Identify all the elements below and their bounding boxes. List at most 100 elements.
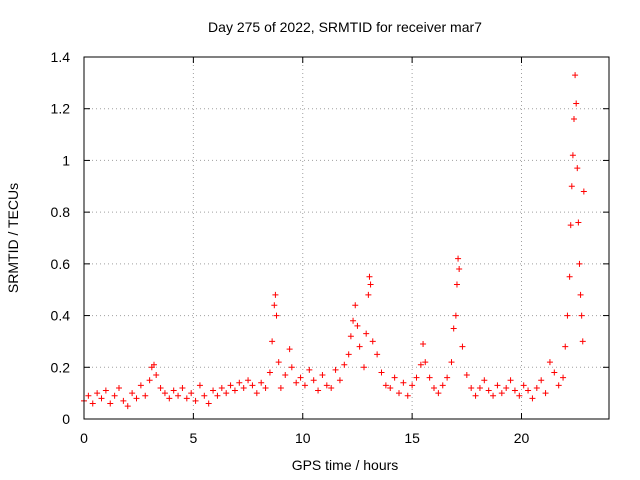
data-point	[569, 152, 576, 159]
data-point	[133, 395, 140, 402]
data-point	[347, 333, 354, 340]
data-point	[560, 374, 567, 381]
data-point	[409, 382, 416, 389]
data-point	[577, 291, 584, 298]
data-point	[396, 390, 402, 397]
data-point	[205, 400, 212, 407]
data-point	[129, 390, 136, 397]
data-point	[572, 72, 579, 79]
data-point	[356, 343, 363, 350]
data-point	[107, 400, 114, 407]
data-point	[157, 384, 164, 391]
data-point	[258, 379, 265, 386]
data-point	[571, 116, 577, 123]
data-point	[576, 260, 583, 267]
data-point	[170, 387, 177, 394]
data-point	[166, 395, 173, 402]
y-tick-label: 1.4	[51, 49, 71, 65]
data-point	[431, 384, 437, 391]
data-point	[579, 338, 586, 345]
data-point	[253, 390, 260, 397]
data-point	[345, 351, 352, 358]
x-tick-label: 10	[295, 430, 311, 446]
data-point	[271, 302, 278, 309]
data-point	[293, 379, 300, 386]
data-point	[417, 361, 424, 368]
data-point	[323, 382, 330, 389]
x-axis-label: GPS time / hours	[292, 457, 399, 473]
x-tick-label: 15	[404, 430, 420, 446]
data-point	[494, 382, 501, 389]
data-point	[435, 390, 442, 397]
data-point	[476, 384, 483, 391]
data-point	[542, 390, 549, 397]
data-point	[240, 384, 247, 391]
data-point	[404, 392, 411, 399]
data-point	[422, 359, 429, 366]
data-point	[210, 387, 217, 394]
data-point	[161, 390, 168, 397]
data-point	[507, 377, 514, 384]
data-point	[328, 384, 335, 391]
data-point	[288, 364, 295, 371]
data-point	[485, 387, 492, 394]
data-point	[400, 379, 407, 386]
data-point	[319, 372, 326, 379]
data-point	[538, 377, 545, 384]
data-point	[503, 384, 510, 391]
data-point	[272, 291, 279, 298]
data-point	[266, 369, 273, 376]
data-point	[382, 382, 389, 389]
data-point	[336, 377, 343, 384]
y-axis-label: SRMTID / TECUs	[5, 183, 21, 293]
data-point	[85, 392, 92, 399]
data-point	[365, 291, 372, 298]
data-point	[363, 330, 370, 337]
y-tick-label: 0.8	[51, 204, 71, 220]
data-point	[481, 377, 488, 384]
data-point	[455, 255, 462, 262]
data-point	[450, 325, 457, 332]
y-tick-label: 0	[62, 411, 70, 427]
data-point	[111, 392, 118, 399]
data-point	[448, 359, 455, 366]
data-point	[350, 317, 357, 324]
data-point	[218, 384, 225, 391]
data-point	[196, 382, 203, 389]
data-point	[564, 312, 571, 319]
data-point	[310, 377, 317, 384]
data-point	[277, 384, 284, 391]
data-point	[282, 372, 289, 379]
data-point	[227, 382, 234, 389]
x-tick-label: 20	[514, 430, 530, 446]
data-point	[146, 377, 153, 384]
data-point	[511, 387, 518, 394]
data-point	[580, 188, 587, 195]
data-point	[533, 384, 540, 391]
data-point	[137, 382, 144, 389]
data-point	[456, 266, 463, 273]
data-point	[120, 397, 127, 404]
data-point	[452, 312, 459, 319]
y-tick-label: 0.6	[51, 256, 71, 272]
x-tick-label: 0	[80, 430, 88, 446]
data-point	[426, 374, 433, 381]
data-point	[490, 392, 497, 399]
data-point	[566, 273, 573, 280]
data-point	[315, 387, 322, 394]
data-point	[179, 384, 186, 391]
data-point	[555, 382, 562, 389]
data-point	[453, 281, 460, 288]
plot-frame	[83, 56, 610, 420]
data-point	[94, 390, 101, 397]
data-point	[378, 369, 385, 376]
data-point	[413, 374, 420, 381]
y-tick-label: 1.2	[51, 101, 71, 117]
data-point	[420, 341, 427, 348]
data-point	[468, 384, 475, 391]
data-point	[459, 343, 466, 350]
data-point	[175, 392, 182, 399]
grid	[84, 57, 609, 419]
data-point	[89, 400, 96, 407]
